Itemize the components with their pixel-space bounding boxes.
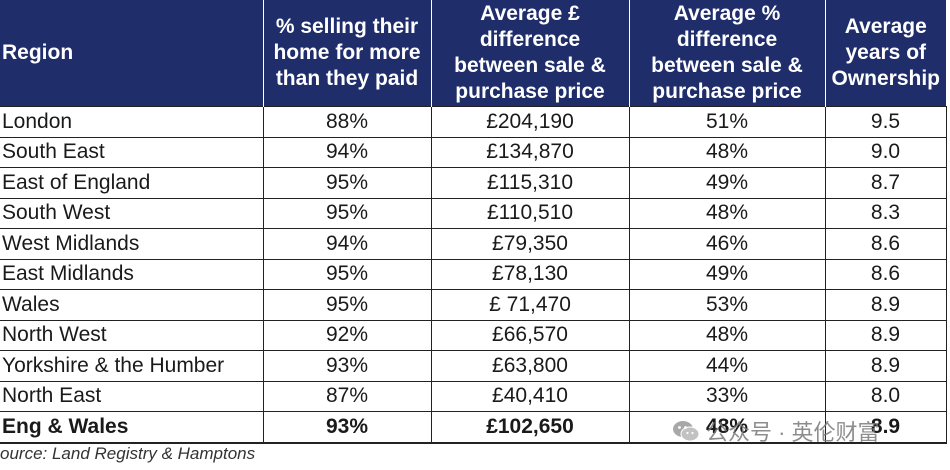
cell-avg-diff-gbp: £78,130 xyxy=(430,258,630,290)
cell-avg-diff-gbp: £110,510 xyxy=(430,197,630,229)
cell-pct-selling: 94% xyxy=(262,136,432,168)
cell-pct-selling: 93% xyxy=(262,350,432,382)
table-row: Yorkshire & the Humber 93% £63,800 44% 8.9 xyxy=(0,350,947,382)
source-note: ource: Land Registry & Hamptons xyxy=(0,444,256,463)
cell-pct-selling: 87% xyxy=(262,380,432,412)
cell-region: West Midlands xyxy=(0,228,264,260)
cell-avg-years: 8.0 xyxy=(824,380,947,412)
cell-avg-diff-pct: 49% xyxy=(628,258,826,290)
cell-pct-selling: 95% xyxy=(262,258,432,290)
cell-region: Eng & Wales xyxy=(0,411,264,444)
cell-avg-years: 8.9 xyxy=(824,350,947,382)
cell-avg-diff-pct: 48% xyxy=(628,319,826,351)
cell-avg-diff-gbp: £63,800 xyxy=(430,350,630,382)
cell-avg-diff-pct: 48% xyxy=(628,197,826,229)
cell-pct-selling: 94% xyxy=(262,228,432,260)
cell-region: East Midlands xyxy=(0,258,264,290)
table-row: South East 94% £134,870 48% 9.0 xyxy=(0,136,947,168)
cell-avg-diff-pct: 44% xyxy=(628,350,826,382)
table-row: West Midlands 94% £79,350 46% 8.6 xyxy=(0,228,947,260)
cell-avg-years: 8.6 xyxy=(824,228,947,260)
cell-pct-selling: 95% xyxy=(262,197,432,229)
cell-pct-selling: 95% xyxy=(262,289,432,321)
cell-avg-diff-gbp: £40,410 xyxy=(430,380,630,412)
table-row: East Midlands 95% £78,130 49% 8.6 xyxy=(0,258,947,290)
table-header-row: Region % selling their home for more tha… xyxy=(0,0,946,107)
watermark-text: 公众号 · 英伦财富 xyxy=(706,420,880,445)
table-row: North East 87% £40,410 33% 8.0 xyxy=(0,380,947,412)
cell-avg-years: 9.5 xyxy=(824,106,947,138)
cell-pct-selling: 93% xyxy=(262,411,432,444)
header-region: Region xyxy=(0,0,264,107)
cell-region: East of England xyxy=(0,167,264,199)
header-avg-diff-pct: Average % difference between sale & purc… xyxy=(629,0,826,107)
header-pct-selling: % selling their home for more than they … xyxy=(263,0,432,107)
cell-avg-years: 8.3 xyxy=(824,197,947,229)
wechat-icon xyxy=(672,419,700,443)
cell-avg-years: 9.0 xyxy=(824,136,947,168)
cell-avg-diff-gbp: £66,570 xyxy=(430,319,630,351)
cell-avg-diff-pct: 49% xyxy=(628,167,826,199)
cell-region: Wales xyxy=(0,289,264,321)
watermark: 公众号 · 英伦财富 xyxy=(672,414,880,448)
cell-avg-diff-gbp: £79,350 xyxy=(430,228,630,260)
cell-region: Yorkshire & the Humber xyxy=(0,350,264,382)
cell-avg-diff-pct: 33% xyxy=(628,380,826,412)
header-avg-diff-gbp: Average £ difference between sale & purc… xyxy=(431,0,630,107)
cell-region: North West xyxy=(0,319,264,351)
table-row: East of England 95% £115,310 49% 8.7 xyxy=(0,167,947,199)
total-row: Eng & Wales 93% £102,650 48% 8.9 xyxy=(0,411,947,444)
cell-avg-diff-pct: 48% xyxy=(628,136,826,168)
cell-avg-diff-gbp: £204,190 xyxy=(430,106,630,138)
cell-avg-diff-gbp: £115,310 xyxy=(430,167,630,199)
cell-avg-diff-pct: 46% xyxy=(628,228,826,260)
cell-pct-selling: 88% xyxy=(262,106,432,138)
cell-avg-diff-gbp: £134,870 xyxy=(430,136,630,168)
cell-avg-years: 8.9 xyxy=(824,319,947,351)
cell-pct-selling: 95% xyxy=(262,167,432,199)
cell-avg-diff-pct: 48% xyxy=(628,411,826,444)
table-row: London 88% £204,190 51% 9.5 xyxy=(0,106,947,138)
region-sales-table: Region % selling their home for more tha… xyxy=(0,0,947,444)
cell-avg-years: 8.6 xyxy=(824,258,947,290)
cell-pct-selling: 92% xyxy=(262,319,432,351)
cell-region: North East xyxy=(0,380,264,412)
cell-avg-years: 8.9 xyxy=(824,411,947,444)
cell-region: London xyxy=(0,106,264,138)
table-row: North West 92% £66,570 48% 8.9 xyxy=(0,319,947,351)
table-row: Wales 95% £ 71,470 53% 8.9 xyxy=(0,289,947,321)
cell-avg-diff-pct: 53% xyxy=(628,289,826,321)
cell-region: South East xyxy=(0,136,264,168)
cell-avg-diff-gbp: £102,650 xyxy=(430,411,630,444)
cell-avg-years: 8.9 xyxy=(824,289,947,321)
table-row: South West 95% £110,510 48% 8.3 xyxy=(0,197,947,229)
cell-avg-diff-gbp: £ 71,470 xyxy=(430,289,630,321)
cell-region: South West xyxy=(0,197,264,229)
cell-avg-years: 8.7 xyxy=(824,167,947,199)
header-avg-years: Average years of Ownership xyxy=(825,0,946,107)
cell-avg-diff-pct: 51% xyxy=(628,106,826,138)
